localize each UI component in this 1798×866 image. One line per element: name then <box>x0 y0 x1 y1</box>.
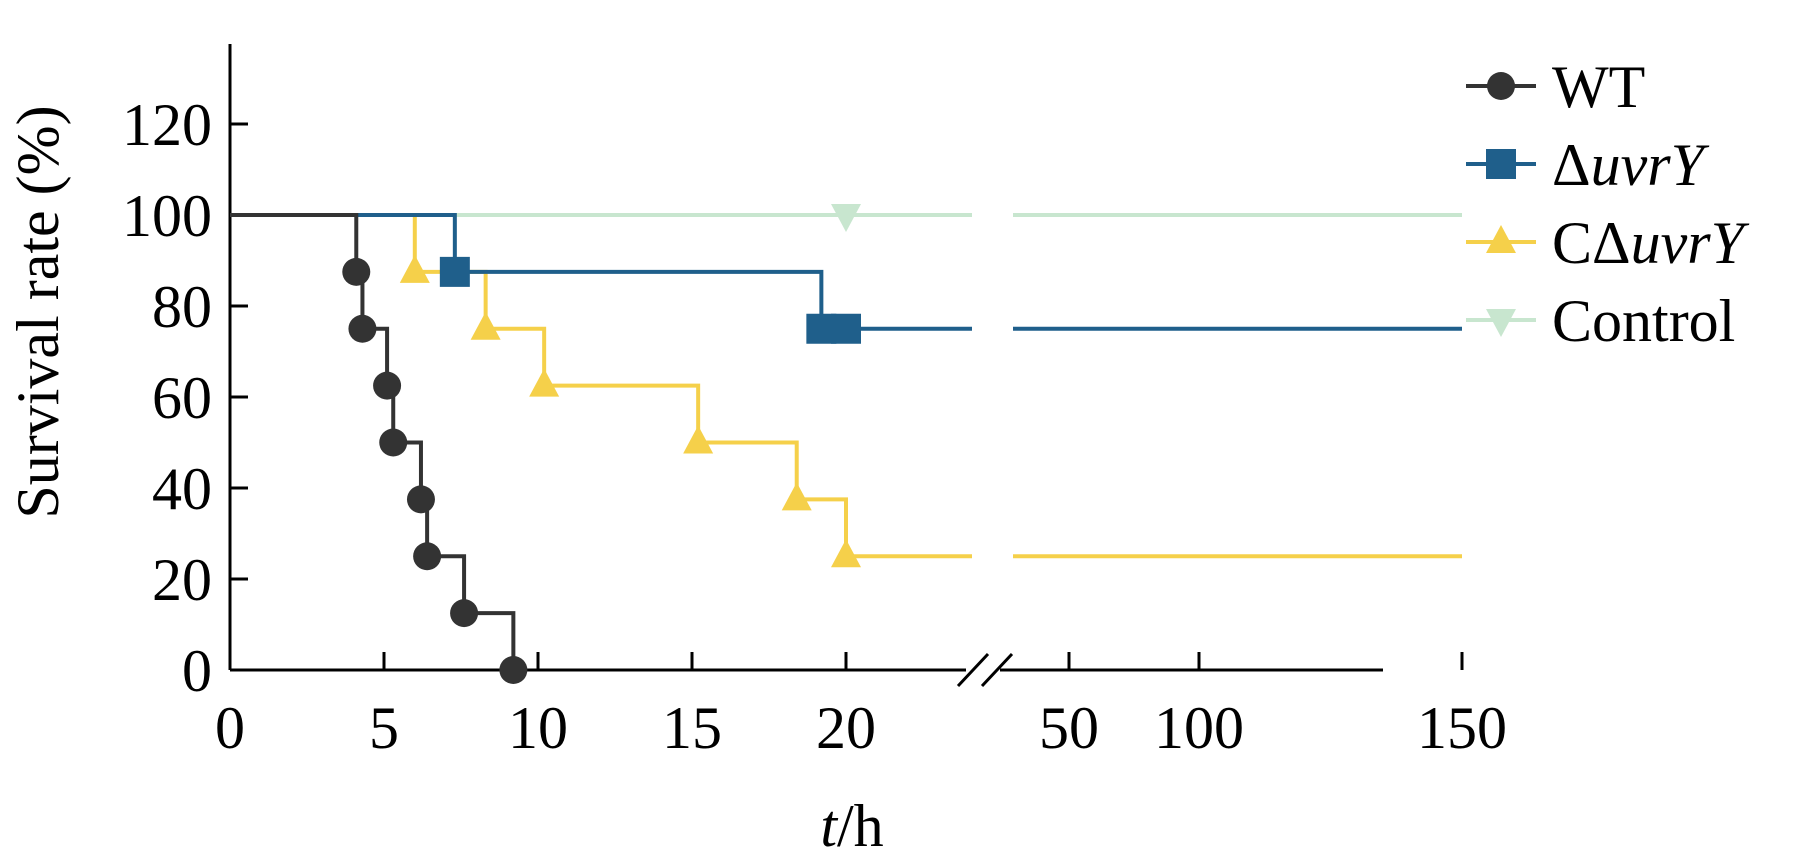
y-tick-label: 60 <box>152 365 212 431</box>
data-point <box>499 656 528 684</box>
legend-marker <box>1487 72 1515 100</box>
y-tick-label: 100 <box>122 183 212 249</box>
series-wt-group <box>230 213 528 684</box>
axis-break-mark <box>956 652 990 688</box>
data-point <box>529 368 560 397</box>
series-c-uvry-group <box>230 213 1462 568</box>
legend-label: WT <box>1552 54 1645 120</box>
data-point <box>406 485 435 514</box>
x-tick-label: 15 <box>662 695 722 761</box>
data-point <box>439 256 470 287</box>
axes: 0 20 40 60 80 100 120 0 5 10 15 20 50 100 150 <box>122 44 1507 761</box>
data-point <box>683 425 714 454</box>
y-axis-title: Survival rate (%) <box>5 105 71 518</box>
series-layer <box>230 204 1462 684</box>
legend-label: CΔuvrY <box>1552 210 1750 276</box>
x-axis-title-rest: /h <box>837 793 884 859</box>
data-point <box>379 428 408 457</box>
x-tick-label: 10 <box>508 695 568 761</box>
x-tick-label: 5 <box>369 695 399 761</box>
x-tick-label: 0 <box>215 695 245 761</box>
data-point <box>831 313 861 344</box>
y-tick-label: 40 <box>152 456 212 522</box>
data-point <box>450 599 479 628</box>
legend-marker <box>1486 225 1516 253</box>
data-point <box>399 254 430 283</box>
legend-marker <box>1486 309 1516 337</box>
legend-entry: WT <box>1466 54 1645 120</box>
legend-entry: ΔuvrY <box>1466 132 1710 198</box>
data-point <box>831 204 861 232</box>
data-point <box>831 539 861 568</box>
data-point <box>470 311 501 340</box>
data-point <box>348 314 377 343</box>
series-line <box>230 213 972 331</box>
series-line <box>230 213 972 559</box>
y-tick-label: 80 <box>152 274 212 340</box>
data-point <box>342 257 371 286</box>
x-tick-label: 150 <box>1417 695 1507 761</box>
x-tick-label: 50 <box>1039 695 1099 761</box>
x-axis-title-italic: t <box>820 793 838 859</box>
legend-marker <box>1486 149 1516 179</box>
legend-entry: Control <box>1466 288 1735 354</box>
y-tick-label: 0 <box>182 638 212 704</box>
x-tick-label: 20 <box>816 695 876 761</box>
series--uvry-group <box>230 213 1462 344</box>
legend-label: ΔuvrY <box>1552 132 1710 198</box>
x-tick-label: 100 <box>1154 695 1244 761</box>
axis-break-mark <box>980 652 1014 688</box>
legend-entry: CΔuvrY <box>1466 210 1750 276</box>
data-point <box>413 542 442 571</box>
y-tick-label: 20 <box>152 547 212 613</box>
legend-label: Control <box>1552 288 1735 354</box>
data-point <box>781 482 812 511</box>
legend: WT ΔuvrY CΔuvrY Control <box>1466 54 1750 354</box>
data-point <box>373 371 402 400</box>
y-tick-label: 120 <box>122 92 212 158</box>
x-axis-title: t/h <box>820 793 883 859</box>
